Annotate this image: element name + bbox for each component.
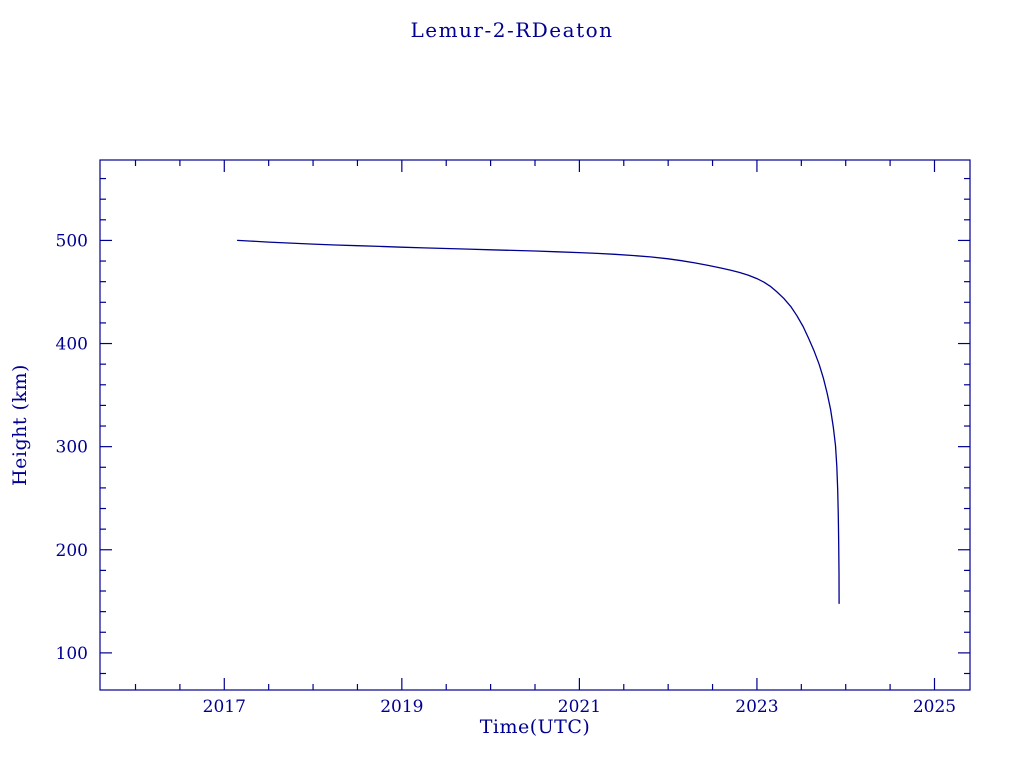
y-tick-label: 400 (56, 335, 88, 355)
x-tick-label: 2021 (558, 697, 601, 717)
chart-title: Lemur-2-RDeaton (410, 18, 614, 42)
axis-ticks (100, 160, 970, 690)
y-tick-label: 100 (56, 644, 88, 664)
x-tick-label: 2023 (735, 697, 778, 717)
y-tick-label: 300 (56, 438, 88, 458)
x-axis-label: Time(UTC) (479, 716, 591, 738)
tick-labels: 2017 2019 2021 2023 2025 100 200 300 400 500 (56, 231, 957, 717)
y-tick-label: 200 (56, 541, 88, 561)
x-tick-label: 2025 (913, 697, 956, 717)
series-line-height-km (236, 239, 840, 605)
x-tick-label: 2019 (380, 697, 423, 717)
y-axis-label: Height (km) (9, 364, 31, 486)
plot-border (99, 159, 971, 691)
x-tick-label: 2017 (203, 697, 246, 717)
y-tick-label: 500 (56, 231, 88, 251)
